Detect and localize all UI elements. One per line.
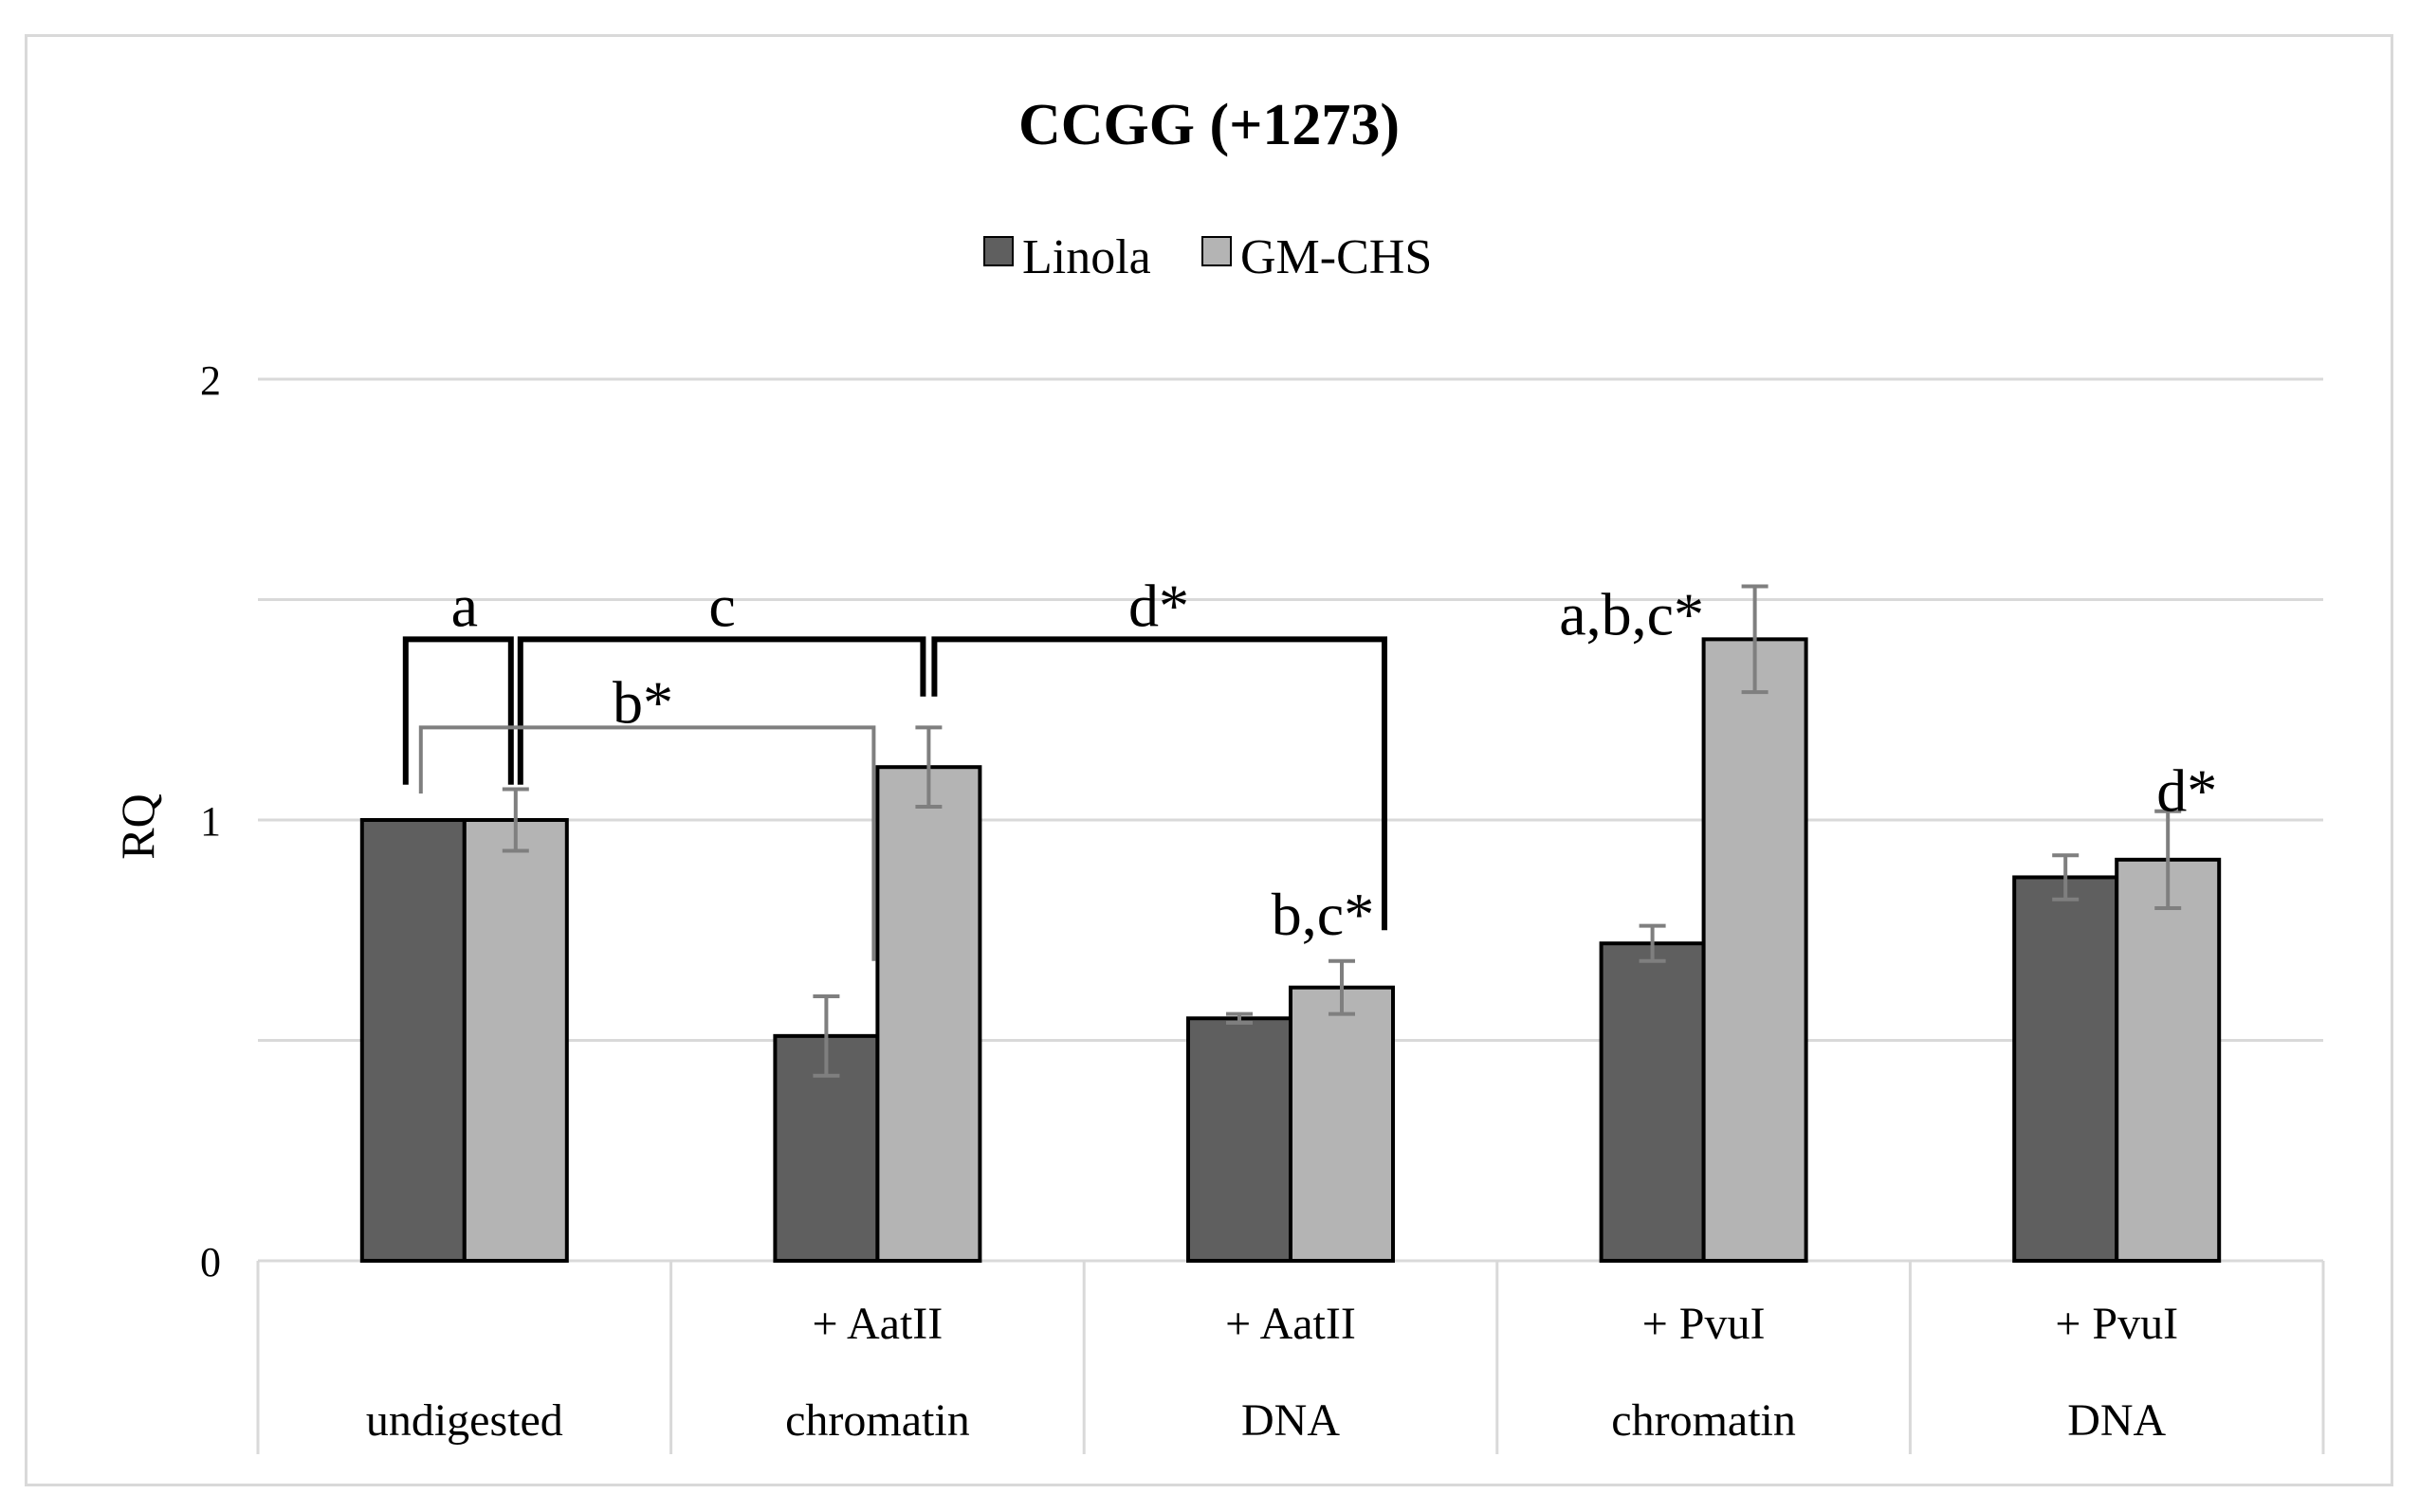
bars (359, 637, 2222, 1263)
legend-swatch-gm-chs (1201, 236, 1232, 266)
y-tick-label: 0 (200, 1239, 221, 1285)
legend-swatch-linola (983, 236, 1014, 266)
bar-gm-chs (2115, 857, 2222, 1263)
annotation-label: c (708, 572, 735, 639)
bar-linola (1599, 941, 1706, 1263)
y-axis-ticks: 0 1 2 (200, 357, 221, 1285)
category-label-line2: undigested (366, 1395, 563, 1446)
category-label-line1: + PvuI (1642, 1299, 1766, 1349)
bar-gm-chs (462, 818, 569, 1263)
legend: Linola GM-CHS (983, 230, 1432, 284)
bar-gm-chs (875, 765, 982, 1263)
annotation-label: d* (1128, 572, 1189, 639)
annotation-label: a,b,c* (1559, 581, 1704, 648)
error-bars (502, 584, 2182, 1078)
category-label-line2: DNA (2067, 1395, 2166, 1446)
category-label-line1: + PvuI (2055, 1299, 2178, 1349)
bracket-c (517, 636, 926, 785)
category-label-line1: + AatII (1225, 1299, 1356, 1349)
annotation-label: b* (613, 669, 673, 737)
category-table: undigested + AatII chromatin + AatII DNA + Pv… (256, 1259, 2325, 1454)
bar-linola (359, 818, 467, 1263)
bracket-b (418, 725, 876, 961)
annotation-label: d* (2156, 757, 2217, 825)
legend-label-linola: Linola (1022, 230, 1151, 284)
y-axis-label: RQ (111, 793, 164, 859)
annotation-label: b,c* (1272, 881, 1374, 948)
chart-title: CCGG (+1273) (1018, 93, 1400, 157)
y-tick-label: 2 (200, 357, 221, 404)
y-tick-label: 1 (200, 798, 221, 845)
significance-annotations: a b* c d* b,c* a,b,c* d* (451, 572, 2218, 948)
category-label-line2: DNA (1241, 1395, 1340, 1446)
significance-brackets (402, 636, 1387, 961)
category-label-line2: chromatin (1611, 1395, 1796, 1446)
category-label-line1: + AatII (813, 1299, 944, 1349)
bar-gm-chs (1701, 637, 1808, 1263)
bar-linola (2012, 875, 2119, 1263)
bar-gm-chs (1289, 985, 1395, 1263)
category-label-line2: chromatin (785, 1395, 970, 1446)
legend-label-gm-chs: GM-CHS (1240, 230, 1432, 284)
bracket-d (931, 636, 1387, 931)
bar-linola (1186, 1016, 1292, 1263)
annotation-label: a (451, 572, 478, 639)
bracket-a (402, 636, 514, 785)
